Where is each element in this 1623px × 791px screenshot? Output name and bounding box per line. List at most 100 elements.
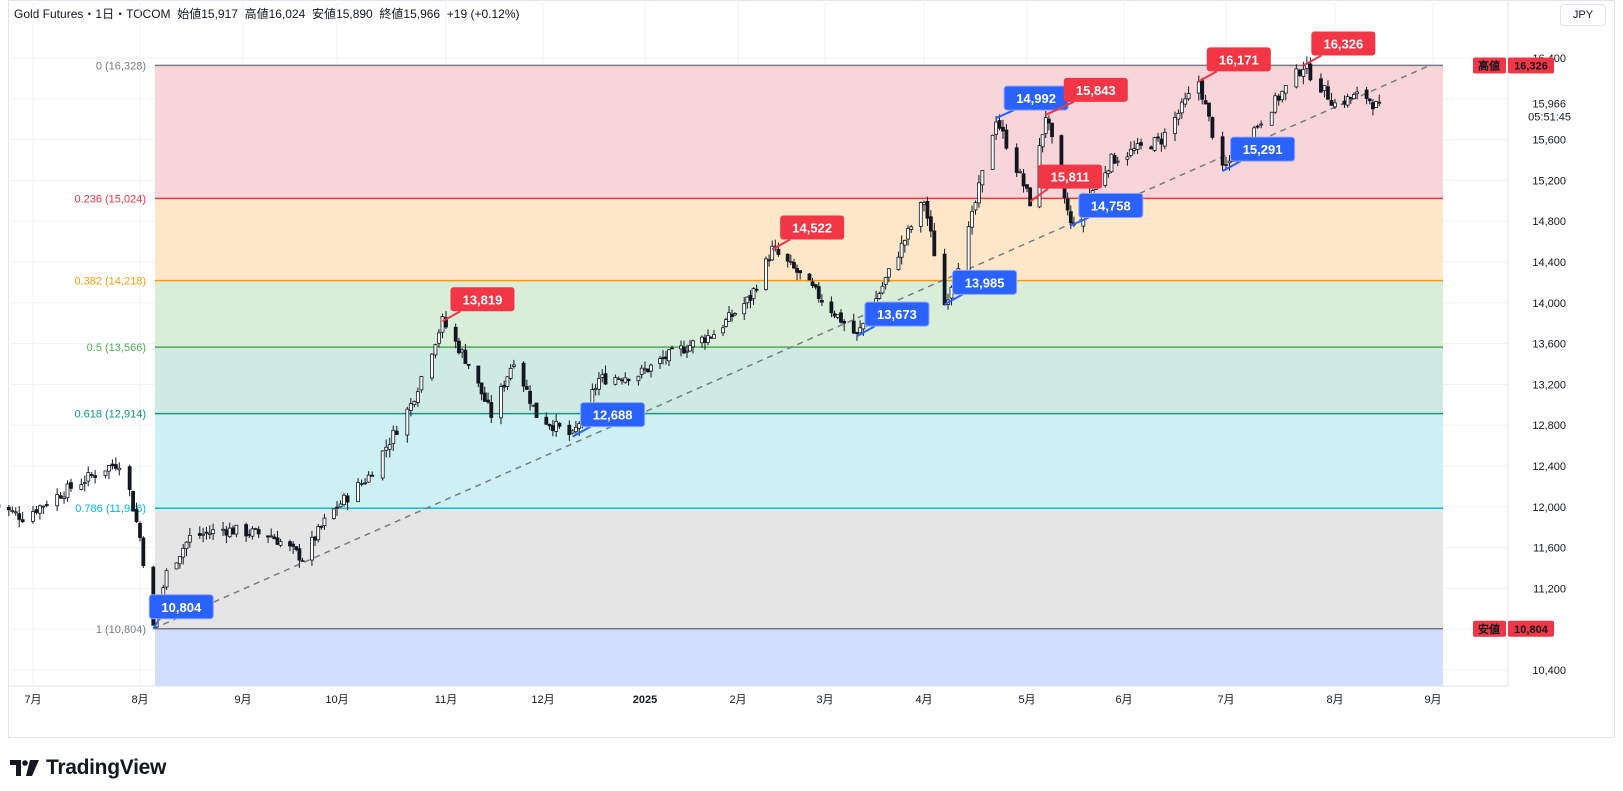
candle-body: [1004, 129, 1009, 149]
candle-body: [600, 374, 605, 378]
candle-body: [1269, 111, 1274, 126]
candle-body: [788, 260, 793, 263]
price-tick-label: 12,400: [1532, 461, 1566, 473]
candle-body: [620, 379, 624, 382]
high-badge-value: 16,326: [1514, 61, 1548, 73]
callout-box[interactable]: [952, 269, 1018, 295]
high-badge-tag: [1473, 57, 1506, 74]
candle-body: [1068, 211, 1073, 224]
candle-body: [310, 536, 314, 561]
candle-body: [103, 470, 108, 476]
candle-body: [141, 537, 146, 566]
candle-body: [544, 416, 549, 425]
candle-body: [883, 277, 888, 285]
candle-body: [1342, 100, 1347, 105]
candle-body: [502, 384, 507, 388]
candle-body: [1043, 117, 1048, 134]
candle-body: [234, 524, 239, 535]
time-tick-label: 2月: [729, 694, 746, 706]
fib-zone: [155, 280, 1443, 348]
callout-box[interactable]: [1038, 164, 1103, 189]
candle-body: [440, 316, 445, 333]
price-tick-label: 12,000: [1532, 502, 1566, 514]
candle-body: [899, 242, 904, 258]
candle-body: [918, 202, 923, 227]
exchange: TOCOM: [126, 7, 171, 21]
candle-body: [253, 528, 258, 530]
candle-body: [131, 491, 135, 512]
candle-body: [127, 466, 132, 490]
interval[interactable]: 1日: [95, 7, 115, 21]
candle-body: [623, 377, 628, 383]
candle-body: [1259, 123, 1264, 126]
candle-body: [93, 475, 98, 478]
candle-body: [842, 320, 847, 324]
candle-body: [89, 474, 94, 476]
fib-label: 0.5 (13,566): [87, 342, 146, 354]
candle-body: [256, 529, 261, 535]
candle-body: [966, 226, 971, 271]
symbol-header: Gold Futures・1日・TOCOM 始値15,917 高値16,024 …: [14, 5, 520, 22]
callout-pointer: [995, 109, 1015, 119]
callout-box[interactable]: [1230, 136, 1296, 162]
candle-body: [1162, 131, 1167, 147]
callout-box[interactable]: [780, 215, 845, 240]
candle-body: [1333, 102, 1337, 108]
candle-body: [1348, 97, 1353, 99]
candle-body: [291, 543, 296, 547]
callout-label: 12,688: [593, 408, 633, 423]
symbol-name[interactable]: Gold Futures: [14, 7, 84, 21]
candle-body: [1276, 95, 1281, 101]
candle-body: [187, 535, 192, 543]
candle-body: [366, 474, 371, 483]
callout-pointer: [1029, 187, 1049, 203]
candle-body: [1352, 94, 1356, 100]
candle-body: [810, 281, 815, 287]
currency-button[interactable]: JPY: [1560, 4, 1606, 26]
candle-body: [977, 182, 981, 204]
candle-body: [138, 523, 142, 538]
candle-body: [724, 319, 728, 327]
chart-canvas[interactable]: 0 (16,328) 0.236 (15,024) 0.382 (14,218) 0.…: [0, 0, 1623, 740]
candle-body: [181, 547, 186, 558]
candle-body: [184, 541, 189, 550]
tradingview-logo[interactable]: TradingView: [10, 756, 166, 780]
candle-body: [512, 364, 516, 367]
callout-box[interactable]: [450, 287, 515, 312]
callout-box[interactable]: [1206, 47, 1271, 72]
candle-body: [832, 313, 837, 317]
callout-pointer: [1070, 216, 1090, 227]
candle-body: [994, 121, 998, 135]
candle-body: [6, 506, 11, 511]
candle-body: [626, 378, 631, 382]
candle-body: [1001, 126, 1005, 132]
candle-body: [69, 482, 73, 489]
candle-body: [1135, 143, 1140, 150]
callout-box[interactable]: [1078, 192, 1144, 218]
candle-body: [405, 408, 410, 436]
callout-box[interactable]: [1063, 77, 1128, 102]
callout-pointer: [572, 425, 592, 438]
candle-body: [86, 472, 91, 482]
candle-body: [727, 312, 731, 322]
callout-box[interactable]: [864, 301, 930, 327]
fib-zone: [155, 413, 1443, 509]
candle-body: [742, 303, 747, 315]
candle-body: [466, 363, 471, 366]
candle-body: [570, 430, 575, 434]
time-tick-label: 11月: [435, 694, 457, 706]
candle-body: [408, 403, 413, 412]
candle-body: [721, 327, 725, 334]
price-tick-label: 13,200: [1532, 379, 1566, 391]
callout-box[interactable]: [1311, 31, 1376, 56]
candle-body: [980, 170, 985, 186]
fib-label: 0 (16,328): [96, 60, 146, 72]
fib-zone: [155, 508, 1443, 629]
candle-body: [785, 253, 790, 262]
callout-box[interactable]: [580, 402, 646, 428]
fib-zones: [155, 65, 1443, 686]
callout-box[interactable]: [148, 594, 214, 620]
callouts: 10,804 13,819 12,688 14,522 13,673 13,985 14,9…: [148, 31, 1376, 630]
high-label: 高値: [244, 7, 269, 21]
trend-line[interactable]: [152, 64, 1431, 630]
